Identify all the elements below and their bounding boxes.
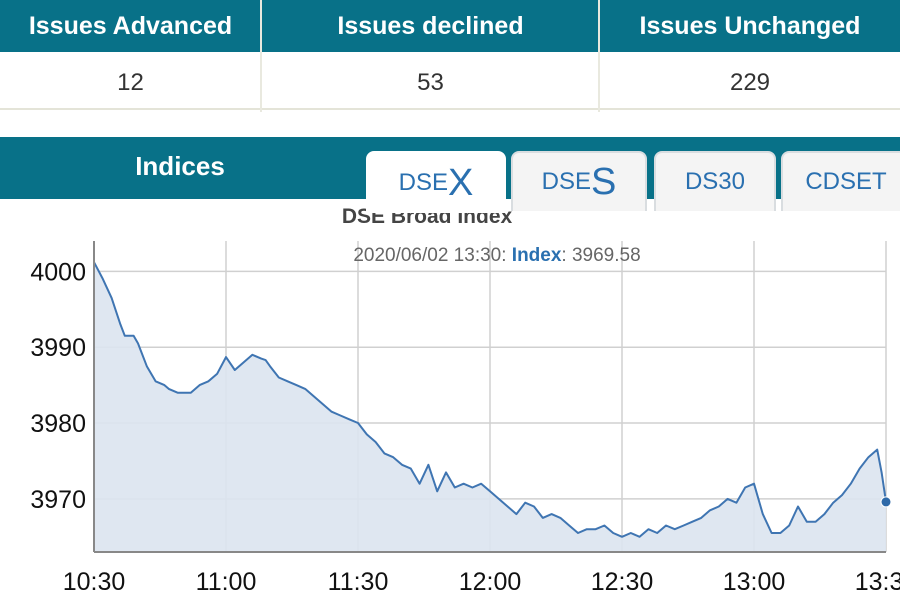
x-tick-label: 11:00: [196, 568, 257, 596]
tab-dses-prefix: DSE: [541, 168, 591, 195]
indices-title: Indices: [135, 150, 225, 181]
chart-axes: 10:30 11:00 11:30 12:00 12:30 13:00 13:30 4000 3…: [30, 241, 900, 596]
tab-cdset[interactable]: CDSET: [781, 151, 900, 211]
tab-ds30-label: DS30: [684, 168, 746, 195]
tab-dses[interactable]: DSE S: [511, 151, 647, 211]
stat-unchanged: Issues Unchanged 229: [600, 0, 900, 112]
stat-unchanged-label: Issues Unchanged: [600, 0, 900, 52]
tab-cdset-label: CDSET: [805, 168, 887, 195]
y-tick-label: 3970: [30, 486, 86, 514]
chart-tooltip: 2020/06/02 13:30: Index: 3969.58: [353, 245, 640, 266]
tooltip-label: Index: [512, 245, 562, 266]
y-tick-label: 3990: [30, 334, 86, 362]
tooltip-value: 3969.58: [572, 245, 641, 266]
chart-series-layer: [93, 261, 892, 552]
tab-ds30[interactable]: DS30: [654, 151, 776, 211]
last-point-marker: [880, 496, 892, 508]
tab-dsex-suffix: X: [448, 162, 474, 204]
x-tick-label: 10:30: [63, 568, 126, 596]
stat-unchanged-value: 229: [600, 58, 900, 110]
x-tick-label: 13:30: [855, 568, 900, 596]
x-tick-label: 13:00: [723, 568, 786, 596]
tab-dsex-prefix: DSE: [398, 169, 448, 196]
stat-declined-value: 53: [262, 58, 599, 110]
y-tick-label: 4000: [30, 258, 86, 286]
x-tick-label: 11:30: [328, 568, 389, 596]
tab-dsex[interactable]: DSE X: [366, 151, 506, 213]
market-stats-table: Issues Advanced 12 Issues declined 53 Is…: [0, 0, 900, 112]
stat-divider: [598, 0, 600, 112]
dse-broad-index-chart: 10:30 11:00 11:30 12:00 12:30 13:00 13:30 4000 3…: [30, 205, 900, 596]
tooltip-time: 2020/06/02 13:30:: [353, 245, 506, 266]
series-line: [93, 261, 887, 538]
x-tick-label: 12:30: [591, 568, 654, 596]
stat-advanced: Issues Advanced 12: [0, 0, 261, 112]
stat-advanced-label: Issues Advanced: [0, 0, 261, 52]
y-tick-label: 3980: [30, 410, 86, 438]
stat-declined-label: Issues declined: [262, 0, 599, 52]
stat-declined: Issues declined 53: [262, 0, 599, 112]
stat-divider: [260, 0, 262, 112]
x-tick-label: 12:00: [459, 568, 522, 596]
series-area: [94, 262, 886, 552]
tab-dses-suffix: S: [591, 161, 617, 203]
stat-advanced-value: 12: [0, 58, 261, 110]
